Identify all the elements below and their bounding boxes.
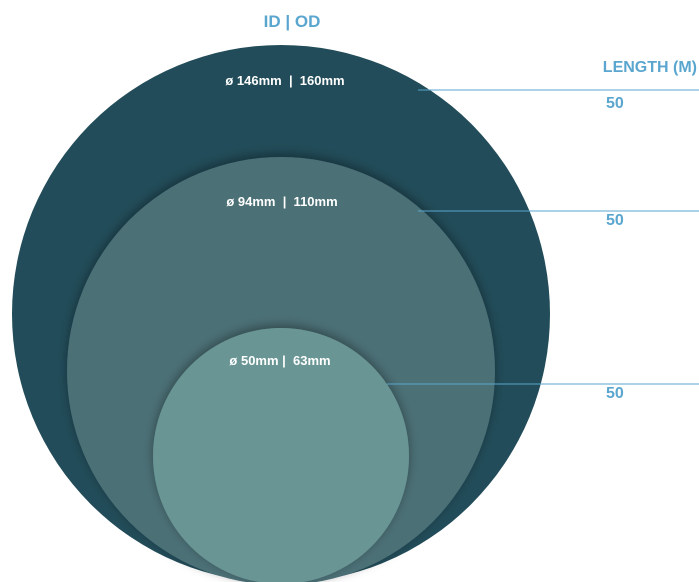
length-header: LENGTH (M) — [603, 59, 697, 76]
pipe-size-label-large: ø 146mm | 160mm — [225, 73, 344, 88]
pipe-size-label-medium: ø 94mm | 110mm — [226, 194, 337, 209]
pipe-circle-small — [153, 328, 409, 582]
pipe-length-small: 50 — [606, 385, 624, 402]
pipe-size-label-small: ø 50mm | 63mm — [229, 353, 330, 368]
pipe-length-medium: 50 — [606, 212, 624, 229]
pipe-length-large: 50 — [606, 95, 624, 112]
id-od-header: ID | OD — [264, 12, 321, 31]
